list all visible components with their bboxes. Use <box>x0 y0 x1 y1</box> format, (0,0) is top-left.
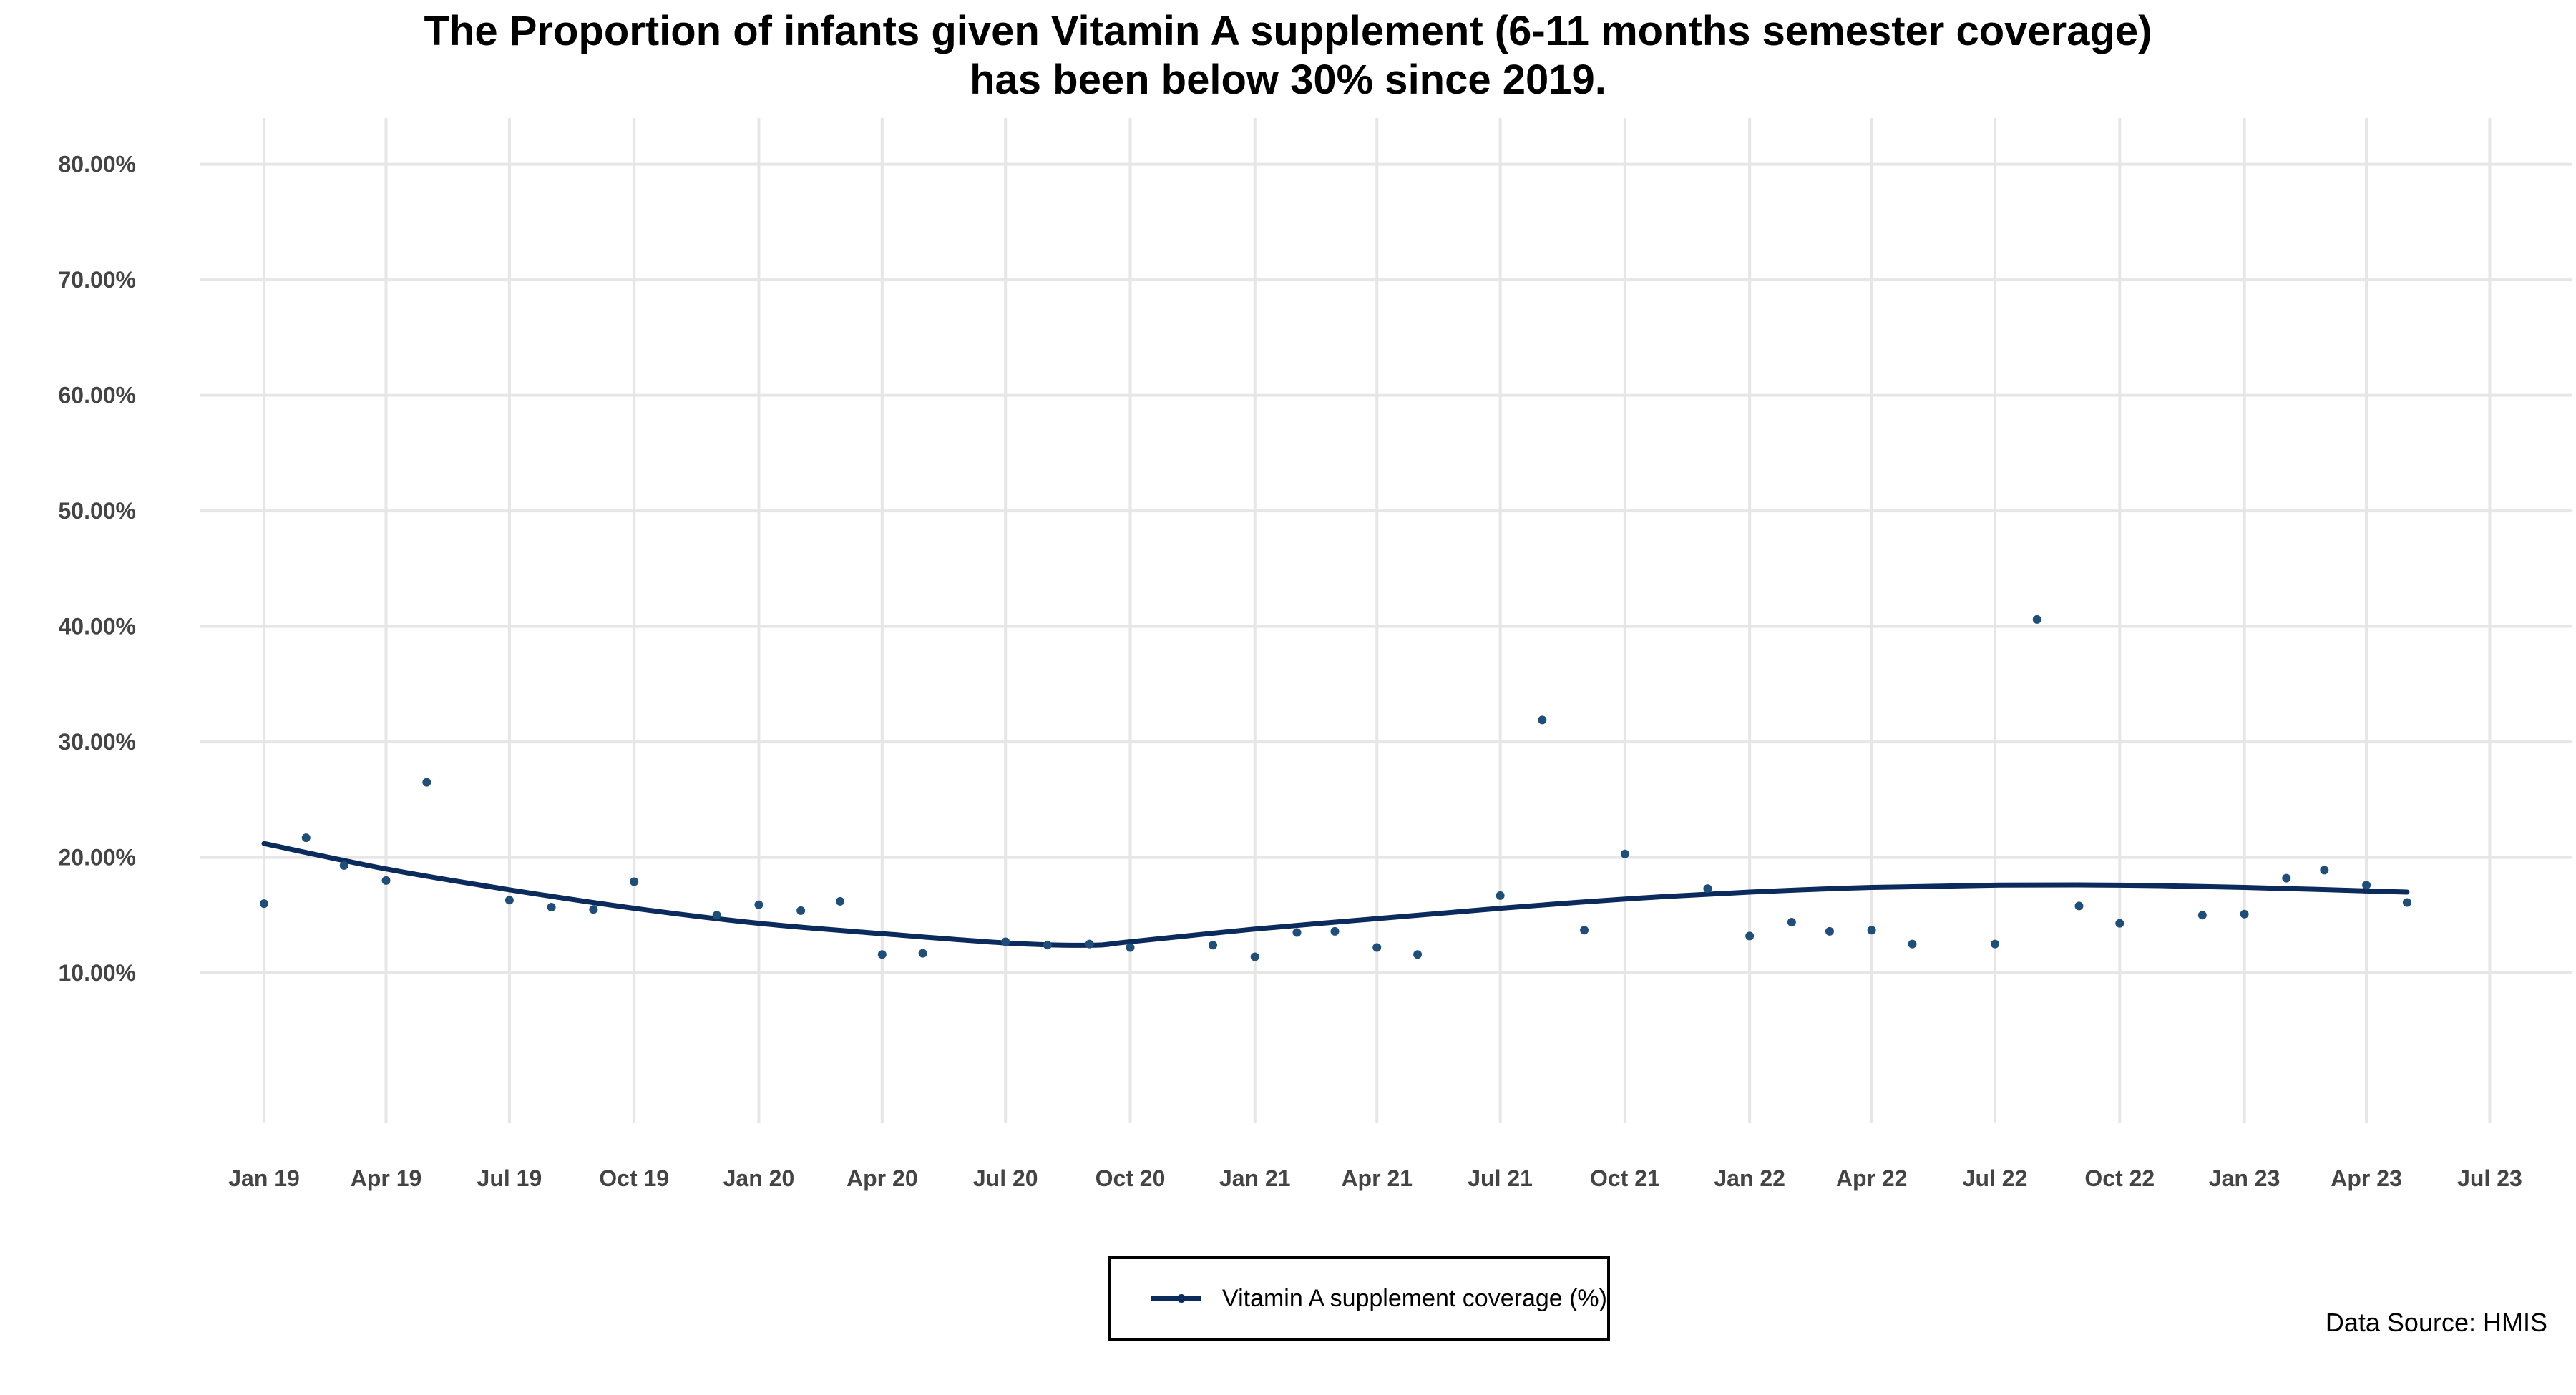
data-point <box>836 896 845 906</box>
data-point <box>1209 941 1218 950</box>
x-tick-label: Jul 19 <box>477 1165 542 1191</box>
chart-title-line-1: The Proportion of infants given Vitamin … <box>424 8 2152 54</box>
y-tick-label: 30.00% <box>58 729 136 755</box>
data-point <box>260 899 269 909</box>
data-point <box>1620 849 1629 858</box>
data-point <box>1413 950 1423 959</box>
x-tick-label: Jul 23 <box>2457 1165 2522 1191</box>
x-tick-label: Jan 20 <box>723 1165 795 1191</box>
y-tick-label: 50.00% <box>58 498 136 524</box>
data-point <box>712 911 721 920</box>
data-point <box>1126 943 1135 952</box>
data-point <box>754 900 763 909</box>
y-tick-label: 80.00% <box>58 152 136 177</box>
x-tick-label: Jan 23 <box>2209 1165 2280 1191</box>
data-point <box>796 906 806 915</box>
data-point <box>1250 952 1259 961</box>
trend-line-layer <box>261 841 2410 948</box>
data-point <box>1372 943 1382 952</box>
x-tick-label: Oct 20 <box>1096 1165 1166 1191</box>
x-tick-label: Apr 21 <box>1341 1165 1413 1191</box>
data-point <box>2197 911 2207 920</box>
data-point <box>1825 926 1834 936</box>
data-point <box>2362 881 2371 890</box>
data-point <box>1580 926 1589 935</box>
y-tick-label: 70.00% <box>58 267 136 293</box>
data-point <box>547 903 556 912</box>
data-point <box>2282 873 2291 883</box>
x-tick-label: Oct 19 <box>599 1165 669 1191</box>
data-source-note: Data Source: HMIS <box>2325 1308 2547 1337</box>
x-tick-label: Jan 19 <box>228 1165 300 1191</box>
x-tick-label: Apr 20 <box>847 1165 918 1191</box>
data-point <box>1538 715 1547 725</box>
y-tick-label: 20.00% <box>58 845 136 871</box>
data-point <box>1908 939 1917 949</box>
data-point <box>918 949 927 958</box>
x-tick-label: Jan 21 <box>1219 1165 1291 1191</box>
x-tick-label: Apr 23 <box>2331 1165 2402 1191</box>
data-point <box>339 861 348 870</box>
data-point <box>422 778 431 787</box>
data-point <box>1991 939 2000 949</box>
data-point <box>504 896 514 905</box>
data-point <box>2320 866 2329 875</box>
x-tick-label: Jul 21 <box>1468 1165 1533 1191</box>
data-point <box>1292 928 1302 937</box>
data-point <box>630 877 639 886</box>
data-point <box>1043 941 1052 950</box>
data-point <box>1085 939 1094 949</box>
y-axis: 10.00% 20.00% 30.00% 40.00% 50.00% 60.00% 70.0… <box>58 152 136 986</box>
data-point <box>877 950 887 959</box>
x-tick-label: Jan 22 <box>1714 1165 1785 1191</box>
data-point <box>2074 901 2084 911</box>
data-point <box>1496 891 1505 900</box>
data-point <box>1703 884 1712 894</box>
trend-line <box>261 841 2410 948</box>
x-tick-label: Oct 22 <box>2084 1165 2155 1191</box>
chart-title-line-2: has been below 30% since 2019. <box>970 57 1606 103</box>
data-point <box>1330 926 1340 936</box>
data-point <box>2402 898 2411 907</box>
x-tick-label: Jul 22 <box>1963 1165 2028 1191</box>
data-point <box>1001 937 1010 946</box>
data-point <box>301 833 311 843</box>
grid-lines <box>200 118 2572 1123</box>
data-point <box>1867 926 1876 935</box>
data-point <box>1787 918 1796 926</box>
legend-point-swatch <box>1177 1294 1186 1303</box>
x-tick-label: Apr 22 <box>1836 1165 1908 1191</box>
x-tick-label: Apr 19 <box>351 1165 422 1191</box>
y-tick-label: 10.00% <box>58 960 136 986</box>
data-point <box>2115 919 2124 928</box>
legend-label: Vitamin A supplement coverage (%) <box>1222 1284 1607 1312</box>
data-point <box>2240 909 2249 919</box>
legend: Vitamin A supplement coverage (%) <box>1108 1256 1610 1341</box>
data-point <box>589 905 598 914</box>
data-point <box>381 876 391 885</box>
x-tick-label: Oct 21 <box>1590 1165 1660 1191</box>
chart-title: The Proportion of infants given Vitamin … <box>0 7 2576 104</box>
y-tick-label: 60.00% <box>58 383 136 408</box>
x-tick-label: Jul 20 <box>973 1165 1038 1191</box>
x-axis: Jan 19 Apr 19 Jul 19 Oct 19 Jan 20 Apr 20 Jul … <box>228 1165 2522 1191</box>
y-tick-label: 40.00% <box>58 614 136 640</box>
data-points-layer <box>260 615 2411 961</box>
legend-line-swatch <box>1151 1294 1201 1303</box>
data-point <box>2032 615 2041 624</box>
data-point <box>1745 931 1755 941</box>
